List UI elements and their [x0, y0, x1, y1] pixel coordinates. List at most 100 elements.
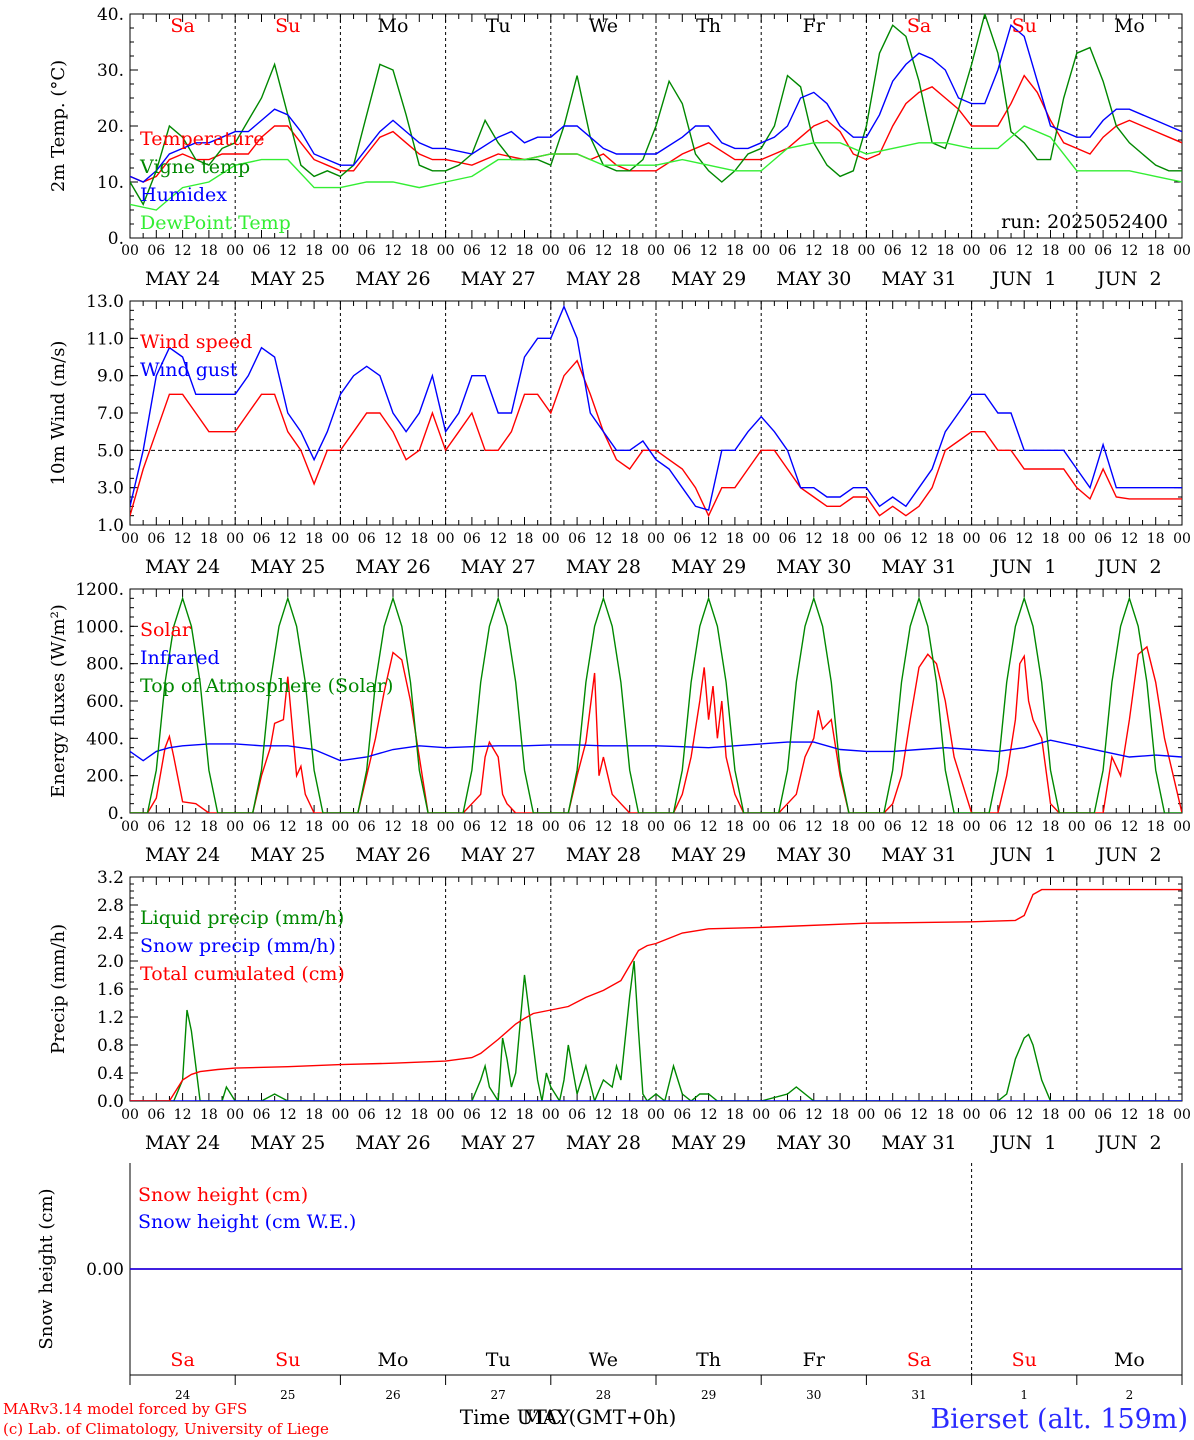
- hour-tick-label: 06: [568, 819, 586, 835]
- date-label: MAY 31: [881, 556, 956, 578]
- date-label: MAY 29: [671, 844, 746, 866]
- hour-tick-label: 06: [673, 1107, 691, 1123]
- hour-tick-label: 00: [752, 243, 770, 259]
- y-tick-label: 2.8: [97, 896, 124, 916]
- legend-entry: Solar: [140, 619, 192, 641]
- y-tick-label: 3.0: [97, 479, 124, 499]
- hour-tick-label: 06: [253, 1107, 271, 1123]
- panel-energy: 0. 200. 400. 600. 800. 1000. 1200. Energy fluxe…: [48, 580, 1191, 866]
- hour-tick-label: 00: [121, 243, 139, 259]
- hour-tick-label: 06: [463, 819, 481, 835]
- date-label: MAY 25: [250, 844, 325, 866]
- hour-tick-label: 06: [779, 819, 797, 835]
- hour-tick-label: 00: [857, 243, 875, 259]
- legend-entry: Humidex: [140, 184, 227, 206]
- date-label: MAY 26: [355, 268, 430, 290]
- hour-tick-label: 00: [226, 531, 244, 547]
- day-name: Fr: [803, 1349, 826, 1371]
- date-label: MAY 25: [250, 556, 325, 578]
- hour-tick-label: 00: [437, 1107, 455, 1123]
- day-name: Th: [696, 1349, 721, 1371]
- hour-tick-label: 06: [463, 243, 481, 259]
- hour-tick-label: 00: [1068, 1107, 1086, 1123]
- hour-tick-label: 00: [121, 819, 139, 835]
- series-line-green: [130, 595, 1182, 813]
- series-line-green: [130, 14, 1182, 206]
- date-label: JUN 2: [1095, 556, 1161, 578]
- y-tick-label: 400.: [86, 729, 124, 749]
- day-number: 29: [701, 1388, 716, 1402]
- date-label: MAY 25: [250, 1132, 325, 1154]
- day-name: Su: [1012, 15, 1037, 37]
- hour-tick-label: 00: [1173, 243, 1191, 259]
- hour-tick-label: 18: [516, 243, 534, 259]
- hour-tick-label: 18: [831, 1107, 849, 1123]
- day-name: Sa: [170, 15, 194, 37]
- hour-tick-label: 00: [437, 819, 455, 835]
- date-label: MAY 28: [566, 844, 641, 866]
- hour-tick-label: 12: [384, 243, 402, 259]
- hour-tick-label: 06: [989, 243, 1007, 259]
- hour-tick-label: 06: [673, 243, 691, 259]
- hour-tick-label: 06: [358, 531, 376, 547]
- hour-tick-label: 18: [621, 531, 639, 547]
- hour-tick-label: 12: [805, 531, 823, 547]
- hour-tick-label: 12: [594, 1107, 612, 1123]
- hour-tick-label: 12: [594, 819, 612, 835]
- hour-tick-label: 06: [358, 1107, 376, 1123]
- credit-line: MARv3.14 model forced by GFS: [3, 1400, 247, 1418]
- y-tick-label: 7.0: [97, 404, 124, 424]
- hour-tick-label: 12: [700, 531, 718, 547]
- hour-tick-label: 06: [463, 1107, 481, 1123]
- day-number: 30: [806, 1388, 821, 1402]
- legend-entry: Liquid precip (mm/h): [140, 907, 344, 929]
- legend-entry: Snow height (cm): [138, 1184, 308, 1206]
- hour-tick-label: 18: [516, 1107, 534, 1123]
- hour-tick-label: 18: [1042, 243, 1060, 259]
- date-label: MAY 30: [776, 556, 851, 578]
- hour-tick-label: 00: [437, 531, 455, 547]
- legend-entry: Infrared: [140, 647, 220, 669]
- hour-tick-label: 06: [1094, 243, 1112, 259]
- date-label: MAY 27: [461, 556, 536, 578]
- hour-tick-label: 18: [1147, 1107, 1165, 1123]
- date-label: JUN 1: [990, 268, 1056, 290]
- date-label: MAY 31: [881, 1132, 956, 1154]
- day-name: Fr: [803, 15, 826, 37]
- day-number: 24: [175, 1388, 191, 1402]
- hour-tick-label: 12: [489, 1107, 507, 1123]
- hour-tick-label: 06: [989, 1107, 1007, 1123]
- y-tick-label: 1.0: [97, 516, 124, 536]
- day-name: Su: [275, 1349, 300, 1371]
- hour-tick-label: 00: [437, 243, 455, 259]
- hour-tick-label: 18: [410, 819, 428, 835]
- hour-tick-label: 12: [384, 819, 402, 835]
- y-tick-label: 1.6: [97, 980, 124, 1000]
- hour-tick-label: 06: [884, 243, 902, 259]
- day-number: 2: [1126, 1388, 1134, 1402]
- day-name: Tu: [486, 1349, 511, 1371]
- hour-tick-label: 00: [542, 243, 560, 259]
- hour-tick-label: 12: [174, 819, 192, 835]
- day-number: 31: [911, 1388, 926, 1402]
- series-line-red: [130, 888, 1182, 1101]
- y-tick-label: 0.0: [97, 1092, 124, 1112]
- y-tick-label: 200.: [86, 767, 124, 787]
- hour-tick-label: 12: [1120, 1107, 1138, 1123]
- y-tick-label: 0.8: [97, 1036, 124, 1056]
- hour-tick-label: 06: [253, 243, 271, 259]
- hour-tick-label: 00: [752, 531, 770, 547]
- hour-tick-label: 18: [831, 243, 849, 259]
- hour-tick-label: 18: [410, 1107, 428, 1123]
- hour-tick-label: 00: [857, 531, 875, 547]
- date-label: JUN 1: [990, 1132, 1056, 1154]
- hour-tick-label: 06: [568, 1107, 586, 1123]
- date-label: MAY 24: [145, 1132, 220, 1154]
- hour-tick-label: 18: [621, 1107, 639, 1123]
- hour-tick-label: 12: [384, 531, 402, 547]
- date-label: MAY 30: [776, 844, 851, 866]
- date-label: MAY 26: [355, 1132, 430, 1154]
- y-tick-label: 3.2: [97, 868, 124, 888]
- hour-tick-label: 18: [1147, 243, 1165, 259]
- y-tick-label: 0.: [108, 229, 124, 249]
